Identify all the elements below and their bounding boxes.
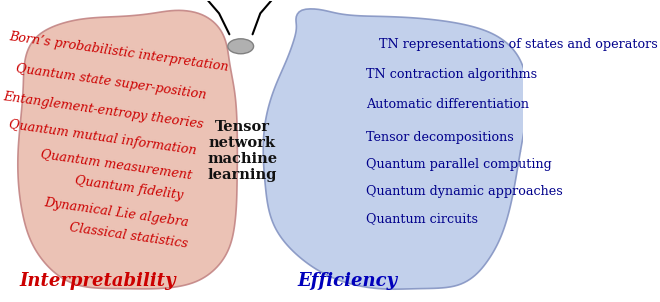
Text: Quantum measurement: Quantum measurement [40, 147, 193, 182]
Text: Efficiency: Efficiency [298, 272, 398, 290]
Text: TN contraction algorithms: TN contraction algorithms [366, 68, 537, 81]
Text: Born’s probabilistic interpretation: Born’s probabilistic interpretation [8, 31, 229, 74]
Text: Tensor
network
machine
learning: Tensor network machine learning [207, 120, 277, 182]
Text: Dynamical Lie algebra: Dynamical Lie algebra [43, 196, 189, 229]
Text: Quantum dynamic approaches: Quantum dynamic approaches [366, 185, 563, 198]
Text: Automatic differentiation: Automatic differentiation [366, 98, 529, 111]
Text: Quantum circuits: Quantum circuits [366, 212, 478, 225]
Text: Classical statistics: Classical statistics [69, 222, 189, 251]
Polygon shape [18, 10, 238, 289]
Circle shape [228, 39, 253, 54]
Text: Quantum parallel computing: Quantum parallel computing [366, 158, 552, 171]
Text: Quantum fidelity: Quantum fidelity [74, 174, 184, 202]
Text: TN representations of states and operators: TN representations of states and operato… [379, 38, 657, 51]
Text: Interpretability: Interpretability [20, 272, 176, 290]
Polygon shape [263, 9, 527, 289]
Text: Quantum mutual information: Quantum mutual information [9, 118, 198, 157]
Text: Quantum state super-position: Quantum state super-position [15, 63, 207, 102]
Text: Entanglement-entropy theories: Entanglement-entropy theories [2, 90, 204, 131]
Text: Tensor decompositions: Tensor decompositions [366, 131, 513, 144]
